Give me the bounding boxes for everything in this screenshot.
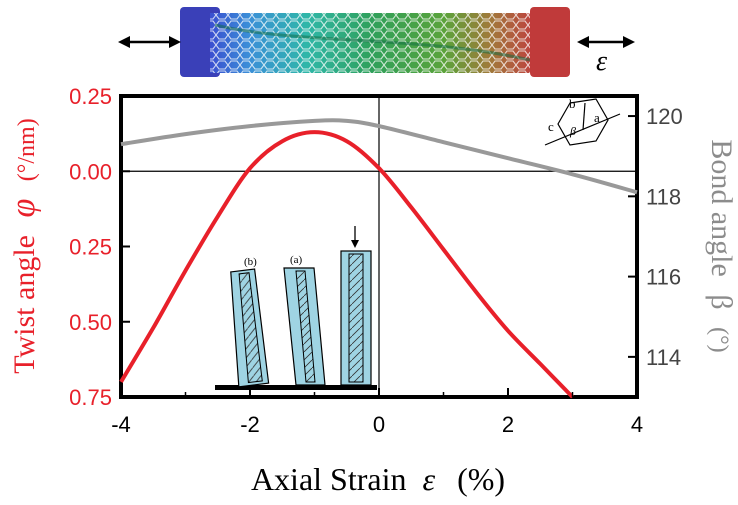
right-axis-ticks: 120 118 116 114 xyxy=(628,104,683,370)
svg-text:Twist angle φ (°/n: Twist angle φ (°/nm) xyxy=(5,118,42,373)
strain-symbol-label: ε xyxy=(596,46,607,77)
left-tick-label: 0.25 xyxy=(69,235,112,260)
left-tick-label: 0.25 xyxy=(69,84,112,109)
x-tick-label: -4 xyxy=(111,412,131,437)
right-tick-label: 116 xyxy=(646,265,681,290)
x-axis-title: Axial Strain ε (%) xyxy=(251,461,505,497)
hex-label-b: b xyxy=(569,96,576,111)
twist-angle-series-line xyxy=(119,130,574,399)
right-axis-label-unit: (°) xyxy=(706,327,732,353)
hex-label-c: c xyxy=(548,119,554,134)
x-tick-label: 4 xyxy=(631,412,643,437)
hex-label-beta: β xyxy=(569,124,576,138)
hexagon-shape xyxy=(557,98,609,146)
x-tick-label: -2 xyxy=(240,412,260,437)
left-tick-label: 0.00 xyxy=(69,159,112,184)
bond-angle-series-line xyxy=(120,118,638,195)
x-axis-ticks: -4 -2 0 2 4 xyxy=(111,388,643,437)
right-tick-label: 120 xyxy=(646,104,683,129)
tube-inset-base xyxy=(215,385,377,390)
x-tick-label: 2 xyxy=(502,412,514,437)
left-axis-ticks: 0.25 0.00 0.25 0.50 0.75 xyxy=(69,84,130,410)
right-tick-label: 118 xyxy=(646,184,681,209)
left-axis-label-symbol: φ xyxy=(5,199,42,218)
hexagon-inset: b c a β xyxy=(544,96,621,146)
left-axis-label-unit: (°/nm) xyxy=(14,118,40,181)
hexagon-bond-line xyxy=(582,102,586,131)
tube-inset-tube-b xyxy=(230,268,270,388)
right-axis-title: Bond angle β (°) xyxy=(705,139,738,352)
x-axis-label-unit: (%) xyxy=(457,461,505,497)
tube-inset-down-arrow-icon xyxy=(351,226,359,248)
left-axis-label-text: Twist angle xyxy=(8,235,41,374)
left-axis-title: Twist angle φ (°/nm) xyxy=(5,118,42,373)
tube-right-cap xyxy=(530,7,570,77)
left-arrow-icon xyxy=(118,36,181,48)
hex-label-a: a xyxy=(594,110,600,125)
right-axis-label-symbol: β xyxy=(705,294,738,309)
tube-hex-lattice xyxy=(210,13,535,73)
right-axis-label-text: Bond angle xyxy=(705,139,738,276)
left-tick-label: 0.75 xyxy=(69,385,112,410)
tube-inset-tube-reference xyxy=(340,250,372,386)
tube-inset-tube-a xyxy=(283,267,326,386)
tube-inset: (b) (a) xyxy=(215,226,377,390)
right-arrow-icon xyxy=(577,36,635,48)
left-tick-label: 0.50 xyxy=(69,310,112,335)
svg-text:Bond angle β (°): Bond angle β (°) xyxy=(705,139,738,352)
tube-twist-line xyxy=(214,23,531,62)
nanotube-illustration: ε xyxy=(118,7,635,77)
x-axis-label-symbol: ε xyxy=(422,461,435,497)
x-axis-label-text: Axial Strain xyxy=(251,461,407,497)
right-tick-label: 114 xyxy=(646,345,681,370)
tube-inset-label-b: (b) xyxy=(244,256,257,268)
x-tick-label: 0 xyxy=(373,412,385,437)
tube-inset-label-a: (a) xyxy=(290,254,303,266)
